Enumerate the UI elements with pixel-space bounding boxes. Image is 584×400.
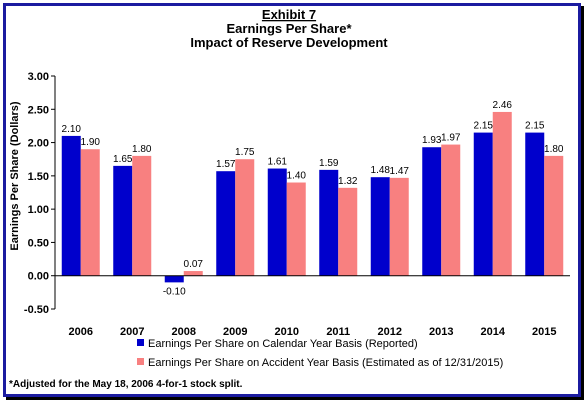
bar-calendar-2015	[525, 132, 545, 276]
x-tick-label: 2010	[275, 326, 299, 338]
bar-accident-2010	[286, 182, 306, 276]
bar-calendar-2011	[319, 169, 339, 276]
x-tick-label: 2012	[378, 326, 402, 338]
bar-calendar-2009	[216, 171, 236, 276]
bar-accident-2011	[338, 187, 358, 276]
eps-bar-chart: Exhibit 7 Earnings Per Share* Impact of …	[9, 7, 570, 390]
x-tick-label: 2009	[223, 326, 247, 338]
y-tick-label: 2.00	[28, 138, 49, 150]
bar-value-label: 1.93	[422, 135, 442, 146]
x-tick-label: 2006	[69, 326, 93, 338]
bar-value-label: 1.61	[268, 157, 288, 168]
bar-value-label: 1.80	[132, 144, 152, 155]
legend-label-accident-year: Earnings Per Share on Accident Year Basi…	[148, 357, 503, 369]
bar-value-label: 2.46	[493, 100, 513, 111]
x-tick-label: 2015	[532, 326, 556, 338]
bar-value-label: 1.80	[544, 144, 564, 155]
bar-value-label: 1.59	[319, 158, 339, 169]
bar-value-label: -0.10	[163, 286, 186, 297]
bar-value-label: 1.65	[113, 154, 133, 165]
y-tick-label: 1.50	[28, 171, 49, 183]
chart-title-line-1: Exhibit 7	[262, 7, 316, 22]
x-tick-label: 2011	[326, 326, 350, 338]
x-tick-label: 2008	[172, 326, 196, 338]
bar-accident-2006	[80, 149, 100, 276]
bar-accident-2013	[441, 144, 461, 276]
x-tick-label: 2014	[481, 326, 506, 338]
y-tick-label: 3.00	[28, 71, 49, 83]
legend-swatch-accident-year	[137, 358, 144, 365]
bar-accident-2014	[492, 111, 512, 276]
legend: Earnings Per Share on Calendar Year Basi…	[137, 338, 503, 369]
y-axis-label: Earnings Per Share (Dollars)	[9, 101, 21, 250]
bar-value-label: 1.48	[371, 165, 391, 176]
bar-accident-2015	[544, 155, 564, 276]
y-tick-label: 1.00	[28, 204, 49, 216]
bar-value-label: 1.40	[287, 171, 307, 182]
chart-frame: Exhibit 7 Earnings Per Share* Impact of …	[3, 3, 581, 397]
x-axis-tick-labels: 2006 2007 2008 2009 2010 2011 2012 2013 2014 2015	[69, 326, 557, 338]
y-tick-label: 2.50	[28, 104, 49, 116]
bar-calendar-2006	[61, 135, 81, 276]
legend-swatch-calendar-year	[137, 339, 144, 346]
legend-label-calendar-year: Earnings Per Share on Calendar Year Basi…	[148, 338, 418, 350]
bar-accident-2012	[389, 177, 409, 276]
chart-title-line-3: Impact of Reserve Development	[190, 35, 388, 50]
bar-value-label: 1.47	[390, 166, 410, 177]
y-tick-label: 0.00	[28, 271, 49, 283]
y-tick-label: -0.50	[24, 304, 49, 316]
bars	[61, 111, 564, 283]
bar-value-label: 2.15	[474, 121, 494, 132]
bar-value-label: 1.32	[338, 176, 358, 187]
bar-calendar-2008	[164, 275, 184, 283]
bar-value-label: 0.07	[184, 259, 204, 270]
bar-accident-2008	[183, 271, 203, 276]
chart-title-line-2: Earnings Per Share*	[227, 21, 353, 36]
x-tick-label: 2007	[120, 326, 144, 338]
y-axis-ticks: -0.50 0.00 0.50 1.00 1.50 2.00 2.50 3.00	[24, 71, 55, 316]
footnote: *Adjusted for the May 18, 2006 4-for-1 s…	[9, 379, 243, 390]
bar-calendar-2013	[422, 147, 442, 276]
bar-accident-2007	[132, 155, 152, 276]
bar-calendar-2010	[267, 168, 287, 276]
bar-value-label: 2.15	[525, 121, 545, 132]
bar-accident-2009	[235, 159, 255, 276]
bar-calendar-2012	[370, 177, 390, 276]
y-tick-label: 0.50	[28, 237, 49, 249]
bar-value-label: 1.75	[235, 147, 255, 158]
bar-value-label: 1.97	[441, 133, 461, 144]
bar-value-label: 2.10	[62, 124, 82, 135]
bar-calendar-2014	[473, 132, 493, 276]
bar-value-labels: 2.101.901.651.80-0.100.071.571.751.611.4…	[62, 100, 564, 297]
bar-calendar-2007	[113, 165, 133, 276]
x-tick-label: 2013	[429, 326, 453, 338]
bar-value-label: 1.90	[81, 137, 101, 148]
bar-value-label: 1.57	[216, 159, 236, 170]
